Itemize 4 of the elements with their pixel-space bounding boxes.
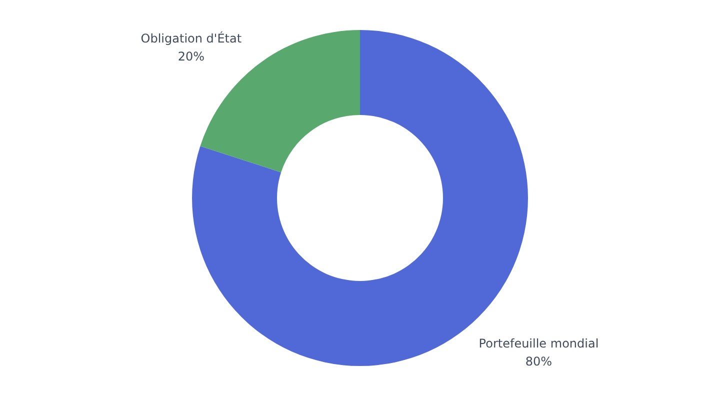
data-label: 20% bbox=[178, 49, 204, 64]
data-label: 80% bbox=[525, 354, 552, 369]
slice-label: Portefeuille mondial bbox=[478, 336, 599, 351]
slice-label: Obligation d'État bbox=[140, 30, 242, 46]
